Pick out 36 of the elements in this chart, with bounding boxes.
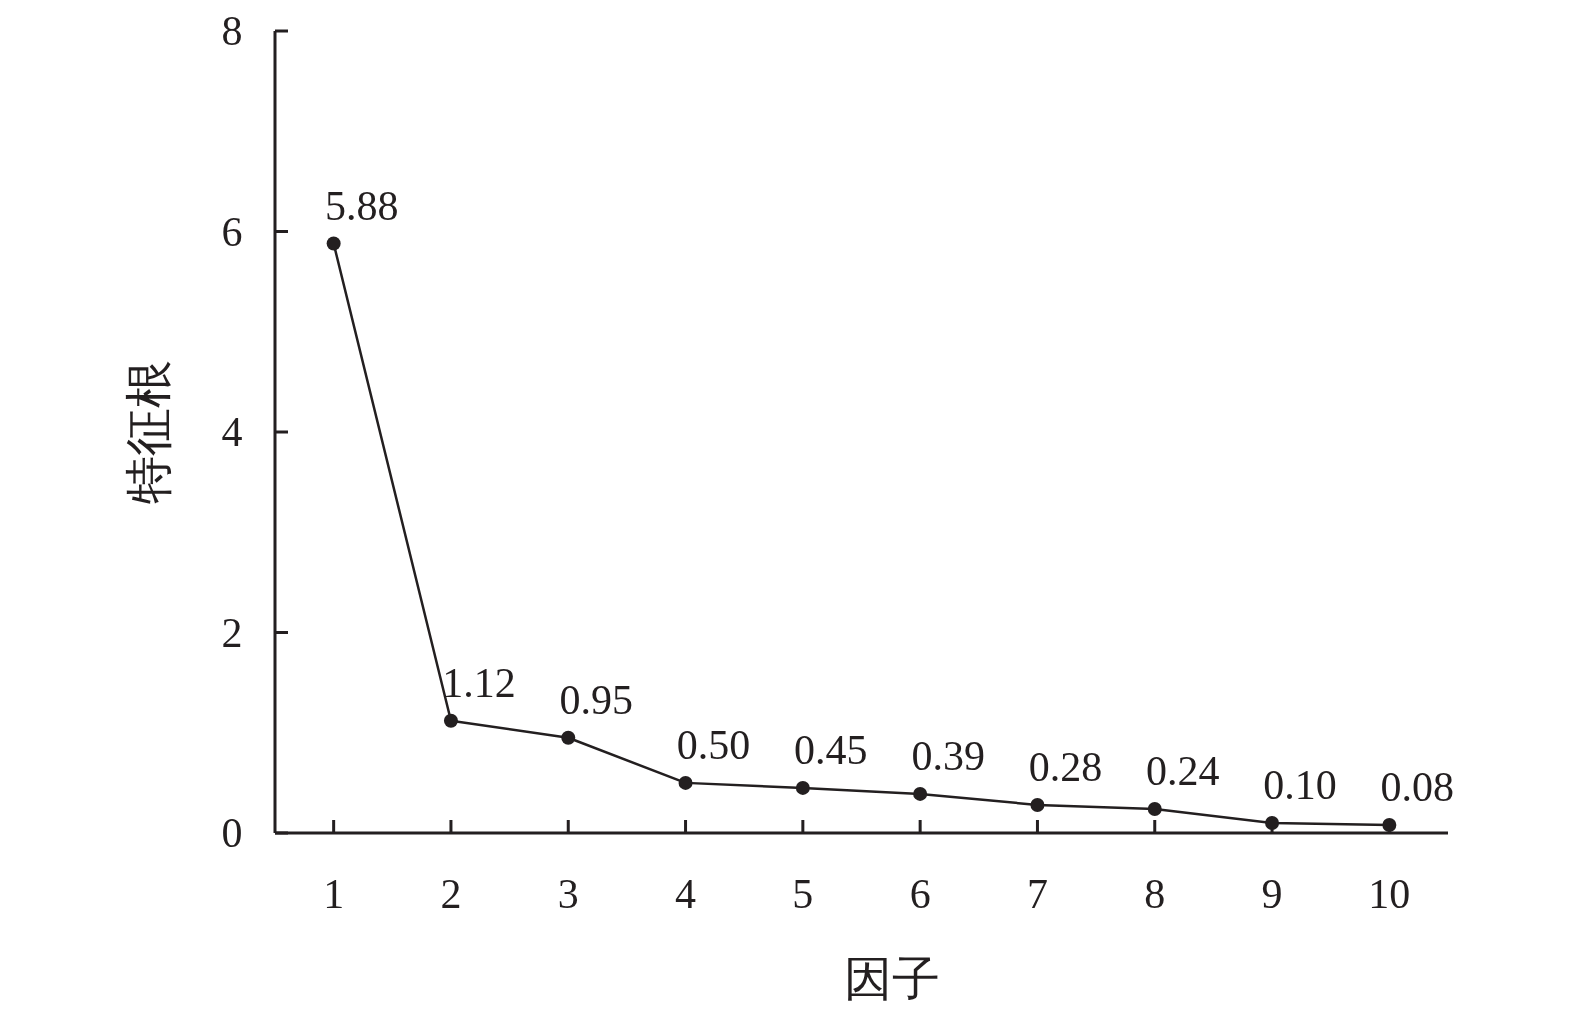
y-tick-label: 2 — [221, 609, 243, 656]
x-tick-label: 5 — [792, 871, 814, 917]
y-tick-label: 0 — [221, 810, 243, 856]
x-tick-label: 2 — [440, 871, 462, 917]
point — [443, 713, 458, 728]
point — [678, 775, 693, 790]
data-label: 0.39 — [911, 732, 985, 779]
point — [1030, 797, 1045, 812]
data-label: 0.08 — [1380, 763, 1455, 810]
point — [561, 730, 576, 745]
data-label: 0.28 — [1028, 743, 1103, 790]
point — [795, 780, 810, 795]
data-label: 0.95 — [559, 676, 633, 723]
x-tick-label: 1 — [323, 871, 345, 917]
data-label: 0.45 — [794, 726, 868, 773]
x-tick-label: 8 — [1144, 871, 1166, 917]
data-label: 0.10 — [1263, 761, 1337, 808]
x-tick-label: 4 — [675, 871, 697, 917]
data-label: 0.50 — [676, 721, 751, 768]
data-label: 0.24 — [1146, 747, 1220, 794]
y-tick-label: 4 — [221, 409, 243, 455]
data-label: 5.88 — [324, 182, 399, 229]
x-tick-label: 10 — [1368, 871, 1411, 917]
point — [326, 236, 341, 251]
x-axis-title: 因子 — [843, 952, 940, 1005]
x-tick-label: 3 — [557, 871, 579, 917]
data-label: 1.12 — [442, 659, 516, 706]
y-tick-label: 8 — [221, 8, 243, 54]
point — [1265, 815, 1280, 830]
x-tick-label: 6 — [909, 871, 931, 917]
point — [1147, 801, 1162, 816]
y-tick-label: 6 — [221, 208, 243, 255]
point — [913, 786, 928, 801]
x-tick-label: 9 — [1261, 871, 1283, 917]
y-axis-title: 特征根 — [122, 360, 175, 504]
x-tick-label: 7 — [1026, 871, 1048, 917]
